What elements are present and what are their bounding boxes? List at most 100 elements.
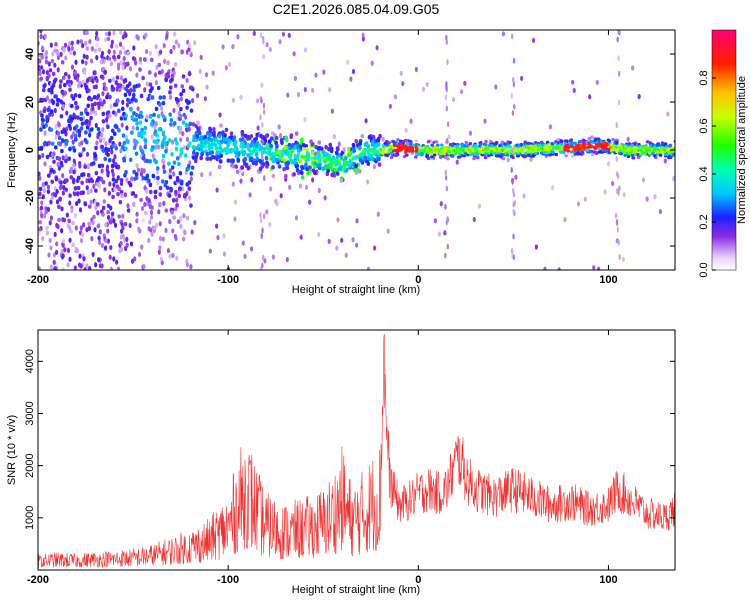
heatmap-cell bbox=[44, 59, 49, 65]
heatmap-cell bbox=[138, 67, 142, 72]
snr-background bbox=[38, 330, 675, 570]
heatmap-cell bbox=[468, 142, 473, 146]
heatmap-cell bbox=[42, 187, 47, 194]
heatmap-cell bbox=[500, 148, 505, 152]
heatmap-cell bbox=[218, 145, 222, 151]
heatmap-cell bbox=[53, 107, 57, 114]
heatmap-cell bbox=[266, 143, 270, 148]
heatmap-cell bbox=[174, 146, 179, 152]
heatmap-cell bbox=[210, 142, 214, 147]
heatmap-cell bbox=[212, 132, 216, 137]
heatmap-cell bbox=[287, 32, 291, 38]
heatmap-cell bbox=[158, 192, 163, 197]
heatmap-cell bbox=[483, 118, 487, 124]
heatmap-cell bbox=[439, 201, 443, 207]
heatmap-cell bbox=[351, 142, 356, 148]
heatmap-cell bbox=[675, 151, 679, 154]
heatmap-cell bbox=[439, 143, 444, 147]
heatmap-cell bbox=[77, 198, 81, 204]
heatmap-cell bbox=[607, 161, 611, 167]
heatmap-cell bbox=[148, 189, 153, 195]
heatmap-cell bbox=[214, 146, 219, 151]
heatmap-cell bbox=[96, 223, 101, 229]
heatmap-cell bbox=[154, 106, 159, 112]
heatmap-cell bbox=[615, 121, 618, 128]
heatmap-cell bbox=[329, 148, 334, 154]
heatmap-cell bbox=[189, 176, 193, 182]
heatmap-cell bbox=[478, 149, 482, 153]
heatmap-cell bbox=[41, 235, 45, 242]
heatmap-cell bbox=[121, 213, 125, 219]
x-tick-label: 0 bbox=[415, 574, 421, 586]
heatmap-cell bbox=[216, 235, 220, 241]
heatmap-cell bbox=[103, 156, 108, 162]
heatmap-cell bbox=[110, 211, 115, 217]
heatmap-cell bbox=[101, 126, 105, 133]
heatmap-cell bbox=[128, 222, 132, 229]
heatmap-cell bbox=[589, 149, 594, 153]
heatmap-cell bbox=[363, 155, 368, 161]
heatmap-cell bbox=[167, 138, 172, 143]
heatmap-cell bbox=[155, 64, 159, 71]
heatmap-cell bbox=[54, 42, 58, 47]
heatmap-cell bbox=[57, 165, 61, 171]
heatmap-cell bbox=[79, 39, 83, 44]
heatmap-cell bbox=[284, 138, 289, 143]
heatmap-cell bbox=[543, 266, 547, 270]
heatmap-cell bbox=[70, 208, 74, 214]
heatmap-cell bbox=[153, 72, 158, 78]
x-tick-label: 0 bbox=[415, 274, 421, 286]
heatmap-cell bbox=[531, 37, 536, 44]
heatmap-cell bbox=[313, 170, 317, 176]
heatmap-cell bbox=[104, 141, 108, 147]
heatmap-cell bbox=[498, 143, 502, 148]
heatmap-cell bbox=[181, 74, 186, 79]
heatmap-cell bbox=[189, 171, 194, 176]
heatmap-cell bbox=[144, 48, 149, 55]
heatmap-cell bbox=[139, 114, 144, 119]
heatmap-cell bbox=[137, 226, 141, 232]
heatmap-cell bbox=[174, 189, 178, 195]
heatmap-cell bbox=[305, 166, 309, 172]
heatmap-cell bbox=[82, 256, 86, 262]
heatmap-cell bbox=[623, 153, 627, 157]
heatmap-cell bbox=[616, 173, 620, 180]
heatmap-cell bbox=[64, 141, 69, 147]
heatmap-cell bbox=[576, 201, 581, 207]
heatmap-cell bbox=[77, 129, 82, 134]
heatmap-cell bbox=[87, 163, 91, 169]
heatmap-cell bbox=[221, 44, 225, 50]
heatmap-cell bbox=[43, 161, 47, 167]
heatmap-cell bbox=[485, 149, 489, 153]
heatmap-cell bbox=[510, 154, 514, 158]
heatmap-cell bbox=[121, 45, 126, 51]
heatmap-cell bbox=[121, 234, 126, 239]
heatmap-cell bbox=[551, 185, 555, 191]
heatmap-cell bbox=[122, 56, 126, 62]
heatmap-cell bbox=[154, 79, 159, 86]
heatmap-cell bbox=[131, 191, 136, 196]
heatmap-cell bbox=[106, 124, 110, 130]
heatmap-cell bbox=[376, 156, 381, 162]
heatmap-cell bbox=[234, 139, 238, 145]
heatmap-cell bbox=[617, 99, 621, 106]
heatmap-cell bbox=[106, 210, 111, 215]
heatmap-cell bbox=[163, 141, 168, 146]
heatmap-cell bbox=[414, 139, 419, 143]
heatmap-cell bbox=[121, 84, 125, 90]
heatmap-cell bbox=[170, 152, 174, 157]
heatmap-cell bbox=[639, 148, 643, 152]
heatmap-cell bbox=[336, 217, 340, 223]
heatmap-cell bbox=[50, 90, 54, 95]
heatmap-cell bbox=[169, 122, 173, 127]
heatmap-cell bbox=[656, 150, 660, 154]
heatmap-cell bbox=[347, 160, 352, 166]
heatmap-cell bbox=[76, 185, 81, 191]
heatmap-cell bbox=[217, 150, 222, 155]
heatmap-cell bbox=[224, 127, 229, 133]
heatmap-cell bbox=[189, 108, 194, 113]
heatmap-cell bbox=[141, 217, 145, 223]
heatmap-cell bbox=[125, 177, 129, 183]
heatmap-cell bbox=[125, 242, 129, 248]
heatmap-cell bbox=[81, 79, 85, 85]
